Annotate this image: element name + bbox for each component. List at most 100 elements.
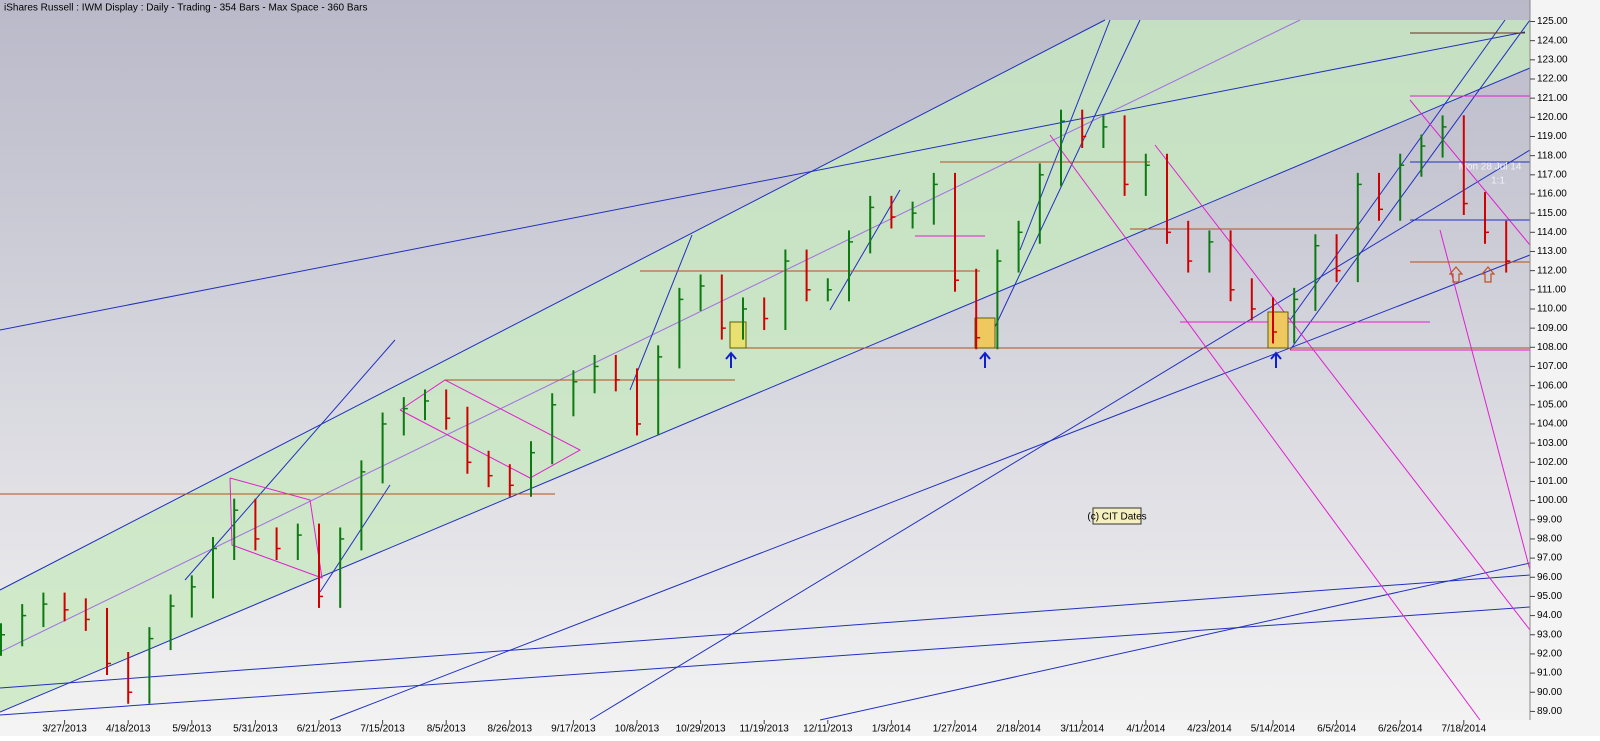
x-tick-label: 1/3/2014 xyxy=(872,724,911,735)
y-tick-label: 115.00 xyxy=(1537,208,1567,219)
y-tick-label: 110.00 xyxy=(1537,304,1567,315)
y-tick-label: 99.00 xyxy=(1537,514,1562,525)
trendline xyxy=(629,234,693,391)
trendline xyxy=(0,574,1531,689)
x-tick-label: 10/29/2013 xyxy=(676,724,726,735)
x-tick-label: 12/11/2013 xyxy=(803,724,853,735)
trendline xyxy=(319,484,391,593)
y-tick-label: 117.00 xyxy=(1537,169,1567,180)
trendline xyxy=(829,189,901,311)
y-tick-label: 102.00 xyxy=(1537,457,1568,468)
y-tick-label: 114.00 xyxy=(1537,227,1567,238)
trendline xyxy=(1019,19,1111,251)
x-tick-label: 4/1/2014 xyxy=(1126,724,1165,735)
x-tick-label: 11/19/2013 xyxy=(740,724,790,735)
x-tick-label: 5/14/2014 xyxy=(1251,724,1296,735)
x-tick-label: 6/5/2014 xyxy=(1317,724,1356,735)
y-tick-label: 108.00 xyxy=(1537,342,1568,353)
x-tick-label: 3/27/2013 xyxy=(42,724,87,735)
y-tick-label: 101.00 xyxy=(1537,476,1568,487)
arrows xyxy=(1448,266,1496,283)
y-tick-label: 119.00 xyxy=(1537,131,1567,142)
x-tick-label: 2/18/2014 xyxy=(996,724,1041,735)
pattern xyxy=(399,379,582,479)
y-tick-label: 112.00 xyxy=(1537,265,1567,276)
channel-fill xyxy=(0,20,1530,712)
trendline xyxy=(1289,19,1531,351)
annotation: 1:1 xyxy=(1491,176,1505,187)
x-tick-label: 5/9/2013 xyxy=(172,724,211,735)
trendline xyxy=(329,254,1531,721)
up-arrow xyxy=(1270,351,1282,368)
trendline xyxy=(984,19,1141,349)
up-arrow xyxy=(725,351,737,368)
highlight-box xyxy=(974,317,996,349)
y-tick-label: 92.00 xyxy=(1537,649,1562,660)
x-tick-label: 4/18/2013 xyxy=(106,724,151,735)
y-tick-label: 120.00 xyxy=(1537,112,1568,123)
x-tick-label: 9/17/2013 xyxy=(551,724,596,735)
y-tick-label: 125.00 xyxy=(1537,16,1568,27)
midline xyxy=(0,19,1301,653)
annotation: (c) CIT Dates xyxy=(1087,512,1146,523)
up-arrow xyxy=(979,351,991,368)
y-tick-label: 118.00 xyxy=(1537,150,1567,161)
y-tick-label: 121.00 xyxy=(1537,93,1568,104)
trendline xyxy=(0,606,1531,716)
trendline xyxy=(1154,144,1531,631)
x-tick-label: 3/11/2014 xyxy=(1060,724,1104,735)
y-tick-label: 93.00 xyxy=(1537,629,1562,640)
annotation: Mon 28 Jul 14 xyxy=(1459,162,1522,173)
x-tick-label: 7/18/2014 xyxy=(1442,724,1487,735)
y-tick-label: 116.00 xyxy=(1537,189,1567,200)
trendlines xyxy=(0,19,1531,721)
trendline xyxy=(1049,134,1481,721)
trendline xyxy=(0,19,1106,591)
up-arrow xyxy=(1480,266,1496,283)
y-tick-label: 95.00 xyxy=(1537,591,1562,602)
y-tick-label: 98.00 xyxy=(1537,534,1562,545)
x-tick-label: 4/23/2014 xyxy=(1187,724,1232,735)
pattern xyxy=(229,477,323,579)
axis-background xyxy=(1530,0,1600,736)
y-tick-label: 111.00 xyxy=(1537,284,1567,295)
trendline xyxy=(819,562,1531,721)
chart-title: iShares Russell : IWM Display : Daily - … xyxy=(4,3,367,14)
y-tick-label: 105.00 xyxy=(1537,399,1568,410)
trendline xyxy=(184,339,396,581)
y-tick-label: 103.00 xyxy=(1537,438,1568,449)
x-tick-label: 8/26/2013 xyxy=(488,724,533,735)
x-tick-label: 7/15/2013 xyxy=(360,724,405,735)
y-tick-label: 90.00 xyxy=(1537,687,1562,698)
y-tick-label: 96.00 xyxy=(1537,572,1562,583)
y-tick-label: 100.00 xyxy=(1537,495,1568,506)
x-tick-label: 6/26/2014 xyxy=(1378,724,1423,735)
y-tick-label: 91.00 xyxy=(1537,668,1562,679)
trendline xyxy=(0,67,1531,713)
y-tick-label: 123.00 xyxy=(1537,54,1568,65)
highlight-box xyxy=(1267,311,1289,349)
y-tick-label: 107.00 xyxy=(1537,361,1568,372)
y-tick-label: 109.00 xyxy=(1537,323,1568,334)
y-tick-label: 97.00 xyxy=(1537,553,1562,564)
y-tick-label: 94.00 xyxy=(1537,610,1562,621)
y-tick-label: 106.00 xyxy=(1537,380,1568,391)
x-tick-label: 6/21/2013 xyxy=(297,724,342,735)
y-tick-label: 122.00 xyxy=(1537,74,1568,85)
trendline xyxy=(1439,229,1531,571)
y-tick-label: 113.00 xyxy=(1537,246,1567,257)
annotation-box xyxy=(1092,507,1142,525)
trendline xyxy=(1409,99,1531,246)
x-tick-label: 8/5/2013 xyxy=(427,724,466,735)
y-tick-label: 104.00 xyxy=(1537,419,1568,430)
trendline xyxy=(589,149,1531,721)
x-tick-label: 10/8/2013 xyxy=(615,724,660,735)
x-tick-label: 1/27/2014 xyxy=(933,724,978,735)
y-tick-label: 124.00 xyxy=(1537,35,1568,46)
up-arrow xyxy=(1448,266,1464,283)
arrows xyxy=(725,351,1282,368)
trendline xyxy=(0,31,1526,331)
y-tick-label: 89.00 xyxy=(1537,706,1562,717)
